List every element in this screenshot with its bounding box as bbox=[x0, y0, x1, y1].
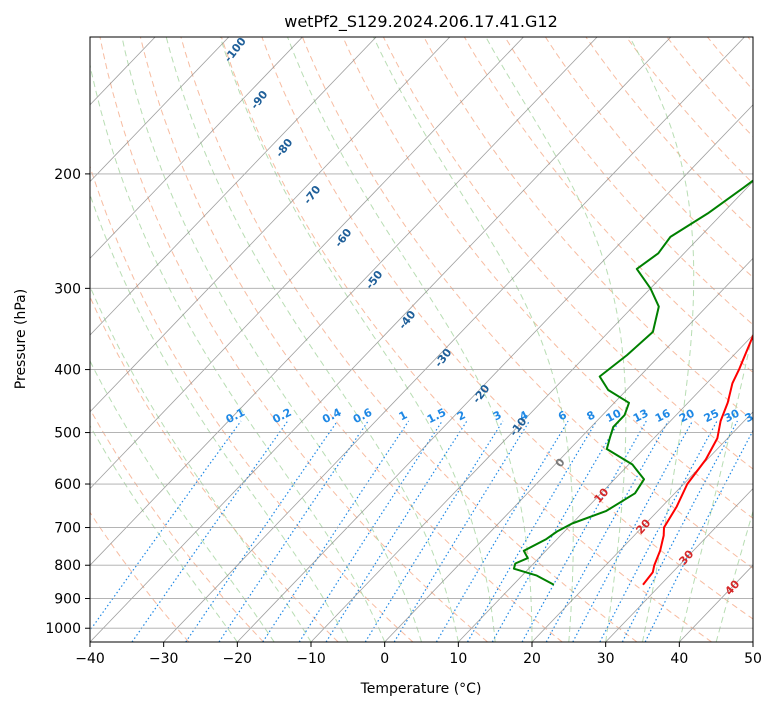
x-tick-label: 50 bbox=[744, 651, 762, 667]
x-tick-label: −20 bbox=[223, 651, 253, 667]
isotherm bbox=[90, 37, 377, 336]
isotherm bbox=[310, 181, 753, 642]
mixing-ratio-line bbox=[621, 420, 738, 642]
moist-adiabat bbox=[678, 328, 753, 642]
moist-adiabat bbox=[629, 37, 695, 642]
isotherm bbox=[90, 37, 230, 183]
isotherm bbox=[605, 487, 753, 642]
moist-adiabat bbox=[485, 37, 627, 642]
dry-adiabat bbox=[90, 511, 190, 642]
y-tick-label: 300 bbox=[54, 281, 81, 297]
dry-adiabat bbox=[382, 37, 753, 470]
moist-adiabats bbox=[90, 37, 753, 642]
mixing-ratio-label: 25 bbox=[702, 407, 722, 426]
mixing-ratio-line bbox=[185, 420, 338, 642]
pressure-gridlines bbox=[90, 173, 753, 629]
y-tick-label: 400 bbox=[54, 363, 81, 379]
moist-adiabat bbox=[372, 37, 574, 642]
isotherm bbox=[90, 37, 525, 490]
y-tick-label: 800 bbox=[54, 558, 81, 574]
profiles bbox=[512, 179, 753, 586]
y-tick-label: 500 bbox=[54, 426, 81, 442]
x-tick-label: 30 bbox=[597, 651, 615, 667]
moist-adiabat bbox=[90, 192, 349, 642]
isotherm bbox=[237, 104, 753, 642]
mixing-ratio-label: 30 bbox=[722, 406, 742, 425]
isotherms bbox=[90, 37, 753, 642]
x-axis: −40 −30 −20 −10 0 10 20 30 40 50 bbox=[75, 642, 762, 667]
mixing-ratio-lines bbox=[90, 420, 753, 642]
moist-adiabat bbox=[286, 37, 533, 642]
dewpoint-line bbox=[512, 179, 753, 586]
moist-adiabat bbox=[165, 37, 459, 642]
mixing-ratio-line bbox=[218, 420, 369, 642]
isotherm bbox=[90, 37, 451, 413]
dry-adiabat bbox=[544, 37, 753, 279]
dry-adiabat bbox=[504, 37, 753, 326]
dry-adiabat bbox=[220, 37, 712, 642]
plot-area: 0.1 0.2 0.4 0.6 1 1.5 2 3 4 6 8 10 13 16 20 25 30 36-100-… bbox=[90, 37, 763, 642]
mixing-ratio-label: 16 bbox=[653, 406, 673, 425]
mixing-ratio-label: 36 bbox=[743, 406, 763, 425]
isotherm bbox=[90, 37, 598, 566]
x-tick-label: 20 bbox=[523, 651, 541, 667]
isotherm bbox=[90, 37, 304, 259]
moist-adiabat bbox=[90, 62, 386, 642]
x-tick-label: −30 bbox=[149, 651, 179, 667]
mixing-ratio-line bbox=[131, 420, 289, 642]
y-axis-label: Pressure (hPa) bbox=[13, 289, 29, 389]
moist-adiabat bbox=[121, 37, 422, 642]
isotherm bbox=[458, 334, 753, 642]
dry-adiabat bbox=[139, 37, 563, 642]
isotherm bbox=[531, 411, 753, 642]
mixing-ratio-line bbox=[599, 420, 718, 642]
plot-frame bbox=[89, 36, 754, 643]
moist-adiabat bbox=[219, 37, 496, 642]
mixing-ratio-line bbox=[572, 420, 694, 642]
x-tick-label: −10 bbox=[296, 651, 326, 667]
x-tick-label: −40 bbox=[75, 651, 105, 667]
mixing-ratio-line bbox=[90, 420, 242, 632]
isotherm bbox=[163, 37, 746, 642]
isotherm bbox=[384, 257, 753, 642]
dry-adiabat bbox=[90, 408, 264, 642]
mixing-ratio-line bbox=[364, 420, 504, 642]
dry-adiabat bbox=[261, 37, 753, 620]
x-tick-label: 0 bbox=[380, 651, 389, 667]
y-tick-label: 700 bbox=[54, 521, 81, 537]
mixing-ratio-line bbox=[466, 420, 598, 642]
mixing-ratio-line bbox=[393, 420, 530, 642]
x-tick-label: 10 bbox=[449, 651, 467, 667]
mixing-ratio-label: 10 bbox=[604, 406, 624, 425]
temperature-line bbox=[642, 333, 753, 586]
y-axis: 1002003004005006007008009001000 bbox=[45, 167, 90, 637]
isotherm bbox=[90, 37, 156, 106]
y-tick-label: 200 bbox=[54, 167, 81, 183]
x-axis-label: Temperature (°C) bbox=[360, 681, 482, 697]
y-tick-label: 900 bbox=[54, 591, 81, 607]
x-tick-label: 40 bbox=[670, 651, 688, 667]
dry-adiabat bbox=[99, 37, 488, 642]
dry-adiabat bbox=[423, 37, 753, 422]
y-tick-label: 1000 bbox=[45, 621, 81, 637]
dry-adiabat bbox=[463, 37, 753, 373]
mixing-ratio-label: 20 bbox=[677, 406, 697, 425]
dry-adiabat bbox=[180, 37, 638, 642]
chart-title: wetPf2_S129.2024.206.17.41.G12 bbox=[284, 12, 558, 32]
dry-adiabat bbox=[90, 295, 339, 642]
mixing-ratio-label: 13 bbox=[631, 407, 651, 426]
y-tick-label: 600 bbox=[54, 477, 81, 493]
mixing-ratio-line bbox=[325, 420, 468, 642]
isotherm bbox=[90, 37, 672, 642]
